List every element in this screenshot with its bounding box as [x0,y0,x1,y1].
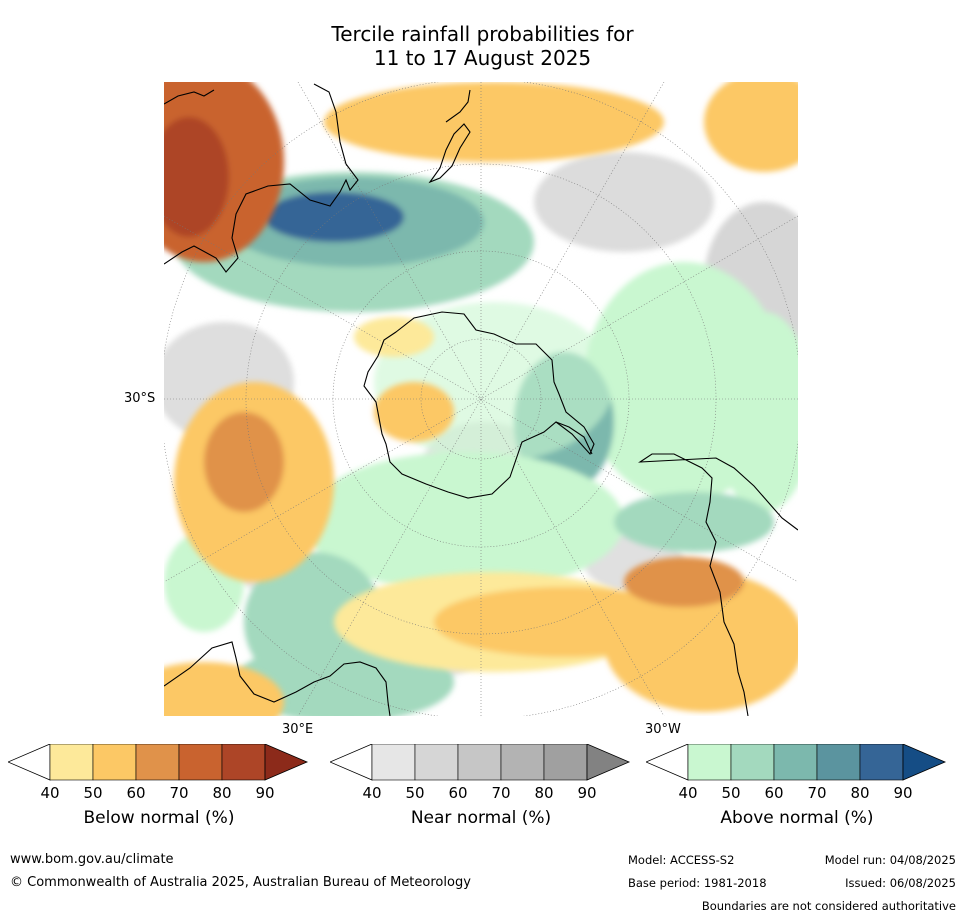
colorbar-above [646,744,947,781]
above-tick-label: 60 [764,784,784,802]
title-line-1: Tercile rainfall probabilities for [331,22,634,46]
colorbar-near [330,744,631,781]
near-tick-label: 60 [448,784,468,802]
above-tick-label: 40 [678,784,698,802]
boundaries-disclaimer: Boundaries are not considered authoritat… [701,899,956,913]
australia-coast [164,83,359,273]
above-tick-label: 90 [893,784,913,802]
above-colorbar-segment-70 [816,744,861,781]
colorbar-below-ticks: 40 50 60 70 80 90 [8,784,310,804]
below-colorbar-segment-40 [49,744,94,781]
antarctic-peninsula [555,421,593,455]
below-colorbar-low-extend [8,744,51,781]
below-colorbar-segment-50 [92,744,137,781]
above-colorbar-segment-80 [859,744,904,781]
lon-label-30e: 30°E [282,722,314,737]
colorbar-above-ticks: 40 50 60 70 80 90 [646,784,948,804]
near-colorbar-segment-50 [414,744,459,781]
colorbar-below [8,744,309,781]
model-name: Model: ACCESS-S2 [628,853,735,867]
near-tick-label: 80 [534,784,554,802]
colorbar-below-label: Below normal (%) [83,808,235,828]
above-colorbar-segment-50 [730,744,775,781]
coastlines [164,83,798,716]
below-colorbar-segment-80 [221,744,266,781]
antarctica-coast [363,311,595,499]
colorbar-near-label: Near normal (%) [410,808,552,828]
below-tick-label: 70 [169,784,189,802]
below-tick-label: 90 [255,784,275,802]
map-title: Tercile rainfall probabilities for 11 to… [0,22,965,70]
below-tick-label: 60 [126,784,146,802]
copyright-text: © Commonwealth of Australia 2025, Austra… [10,875,471,890]
near-colorbar-segment-40 [371,744,416,781]
near-colorbar-segment-60 [457,744,502,781]
near-tick-label: 70 [491,784,511,802]
rainfall-probability-map [164,82,798,716]
lat-label-30s: 30°S [124,391,156,406]
below-tick-label: 80 [212,784,232,802]
africa-coast [164,641,391,716]
above-tick-label: 70 [807,784,827,802]
title-line-2: 11 to 17 August 2025 [373,46,592,70]
above-colorbar-high-extend [902,744,947,781]
colorbar-above-label: Above normal (%) [720,808,874,828]
near-colorbar-segment-80 [543,744,588,781]
below-colorbar-high-extend [264,744,309,781]
near-tick-label: 50 [405,784,425,802]
model-run-date: Model run: 04/08/2025 [824,853,956,867]
above-colorbar-low-extend [646,744,689,781]
below-normal-areas [164,82,798,716]
below-tick-label: 50 [83,784,103,802]
above-colorbar-segment-40 [687,744,732,781]
lon-label-30w: 30°W [645,722,681,737]
near-tick-label: 90 [577,784,597,802]
below-colorbar-segment-60 [135,744,180,781]
near-colorbar-segment-70 [500,744,545,781]
above-colorbar-segment-60 [773,744,818,781]
below-tick-label: 40 [40,784,60,802]
near-colorbar-low-extend [330,744,373,781]
below-colorbar-segment-70 [178,744,223,781]
above-tick-label: 80 [850,784,870,802]
new-zealand [428,89,471,184]
issued-date: Issued: 06/08/2025 [845,876,956,890]
above-tick-label: 50 [721,784,741,802]
colorbar-near-ticks: 40 50 60 70 80 90 [330,784,632,804]
base-period: Base period: 1981-2018 [628,876,767,890]
south-america-coast [638,453,798,716]
website-link[interactable]: www.bom.gov.au/climate [10,852,174,867]
graticule [164,82,798,716]
near-colorbar-high-extend [586,744,631,781]
near-tick-label: 40 [362,784,382,802]
